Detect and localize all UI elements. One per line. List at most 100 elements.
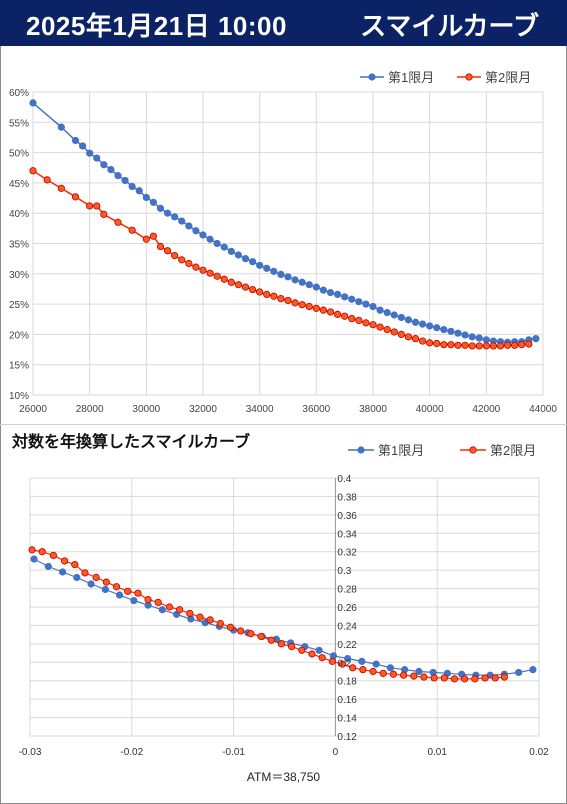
data-point: [418, 320, 427, 328]
data-point: [482, 342, 490, 350]
y-tick-label: 60%: [9, 88, 29, 99]
data-point: [529, 666, 537, 674]
y-tick-label: 0.36: [337, 511, 357, 522]
legend-marker: [469, 446, 477, 454]
legend-label: 第2限月: [490, 443, 536, 458]
data-point: [532, 335, 540, 343]
data-point: [234, 251, 243, 259]
data-point: [383, 325, 391, 334]
data-point: [433, 324, 441, 332]
x-tick-label: 28000: [76, 404, 104, 415]
data-point: [112, 583, 121, 591]
data-point: [192, 227, 200, 235]
data-point: [386, 664, 394, 672]
data-point: [433, 339, 441, 348]
data-point: [270, 267, 278, 275]
data-point: [284, 273, 292, 281]
data-point: [341, 312, 349, 320]
data-point: [176, 606, 184, 614]
data-point: [192, 263, 200, 271]
data-point: [86, 149, 94, 157]
data-point: [220, 243, 228, 251]
data-point: [454, 341, 462, 349]
data-point: [178, 217, 186, 225]
data-point: [213, 239, 221, 248]
x-tick-label: 36000: [302, 404, 330, 415]
legend-label: 第1限月: [388, 70, 434, 85]
data-point: [284, 296, 292, 305]
data-point: [28, 546, 36, 554]
smile-curve-chart: 10% 15% 20% 25% 30% 35% 40% 45% 50% 55% 60% 26000 28…: [9, 70, 557, 415]
data-point: [411, 335, 420, 343]
y-tick-label: 25%: [9, 300, 29, 311]
data-point: [326, 308, 335, 316]
data-point: [100, 210, 108, 219]
data-point: [44, 562, 52, 571]
x-tick-label: 32000: [189, 404, 217, 415]
y-tick-label: 0.24: [337, 621, 357, 632]
data-point: [263, 264, 271, 272]
x-tick-label: 34000: [246, 404, 274, 415]
data-point: [128, 226, 136, 234]
data-point: [58, 568, 67, 576]
data-point: [447, 341, 455, 349]
data-point: [216, 619, 224, 628]
data-point: [315, 646, 323, 654]
data-point: [263, 290, 271, 299]
data-point: [124, 587, 132, 595]
data-point: [220, 275, 228, 283]
data-point: [206, 616, 214, 624]
data-point: [277, 640, 286, 648]
series-line-1: [32, 102, 537, 344]
data-point: [298, 278, 306, 286]
data-point: [154, 598, 162, 606]
data-point: [355, 316, 363, 325]
data-point: [379, 669, 387, 677]
data-point: [319, 286, 328, 294]
data-point: [78, 142, 87, 150]
data-point: [383, 308, 391, 317]
data-point: [43, 176, 51, 184]
atm-label: ATM＝38,750: [246, 770, 321, 784]
y-tick-label: 0.18: [337, 677, 357, 688]
x-tick-label: -0.02: [120, 747, 143, 758]
y-tick-label: 30%: [9, 270, 29, 281]
data-point: [298, 646, 306, 654]
data-point: [511, 341, 519, 349]
data-point: [237, 627, 245, 635]
data-point: [461, 331, 469, 339]
data-point: [107, 165, 115, 174]
data-point: [226, 623, 235, 631]
data-point: [369, 302, 377, 311]
data-point: [171, 213, 179, 221]
data-point: [426, 322, 434, 330]
y-tick-label: 0.2: [337, 658, 351, 669]
data-point: [481, 674, 489, 682]
data-point: [344, 655, 352, 663]
log-smile-chart-title: 対数を年換算したスマイルカーブ: [12, 434, 251, 451]
data-point: [87, 580, 95, 588]
data-point: [468, 342, 476, 350]
data-point: [305, 302, 313, 311]
data-point: [291, 276, 299, 284]
data-point: [318, 654, 326, 662]
data-point: [341, 293, 349, 301]
data-point: [305, 281, 313, 289]
x-tick-label: 38000: [359, 404, 387, 415]
data-point: [411, 318, 420, 326]
data-point: [312, 283, 320, 291]
data-point: [358, 657, 366, 665]
data-point: [135, 187, 143, 195]
y-tick-label: 0.34: [337, 529, 357, 540]
data-point: [213, 272, 221, 280]
y-tick-label: 35%: [9, 240, 29, 251]
data-point: [420, 673, 428, 681]
data-point: [369, 321, 377, 329]
x-tick-label: 30000: [132, 404, 160, 415]
data-point: [415, 667, 423, 676]
y-tick-label: 0.26: [337, 603, 357, 614]
data-point: [349, 664, 357, 672]
data-point: [149, 198, 158, 206]
data-point: [410, 672, 418, 680]
y-tick-label: 15%: [9, 361, 29, 372]
